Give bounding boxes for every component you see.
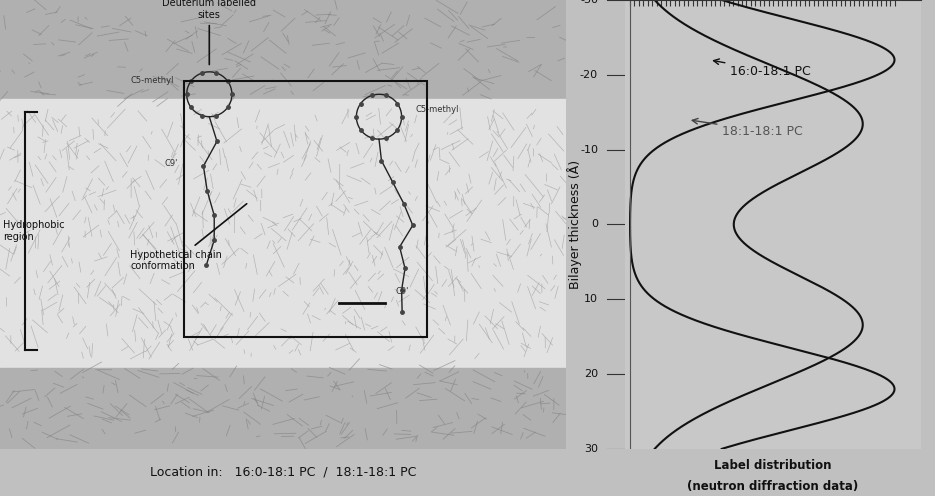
Text: Bilayer thickness (Å): Bilayer thickness (Å) <box>567 160 582 289</box>
Text: Label distribution: Label distribution <box>714 459 831 472</box>
Text: Location in:   16:0-18:1 PC  /  18:1-18:1 PC: Location in: 16:0-18:1 PC / 18:1-18:1 PC <box>150 466 416 479</box>
Text: (neutron diffraction data): (neutron diffraction data) <box>687 480 858 493</box>
Bar <box>0 0 566 99</box>
Text: 10: 10 <box>584 294 598 304</box>
Bar <box>0 368 566 449</box>
Text: 16:0-18:1 PC: 16:0-18:1 PC <box>713 59 812 78</box>
Text: 30: 30 <box>584 444 598 454</box>
Text: C9': C9' <box>164 159 178 168</box>
Bar <box>0 234 566 368</box>
Text: -30: -30 <box>580 0 598 5</box>
Text: C5-methyl: C5-methyl <box>130 76 174 85</box>
Bar <box>0 99 566 234</box>
Text: 18:1-18:1 PC: 18:1-18:1 PC <box>692 119 803 138</box>
Text: C5-methyl: C5-methyl <box>416 105 459 114</box>
Text: Deuterium labelled
sites: Deuterium labelled sites <box>163 0 256 64</box>
Text: 20: 20 <box>584 369 598 379</box>
Text: Hydrophobic
region: Hydrophobic region <box>3 220 65 242</box>
Text: Hypothetical chain
conformation: Hypothetical chain conformation <box>130 204 247 271</box>
Text: -20: -20 <box>580 70 598 80</box>
Text: -10: -10 <box>580 145 598 155</box>
Bar <box>184 81 427 337</box>
Text: 0: 0 <box>591 219 598 230</box>
Text: C9': C9' <box>396 287 410 296</box>
